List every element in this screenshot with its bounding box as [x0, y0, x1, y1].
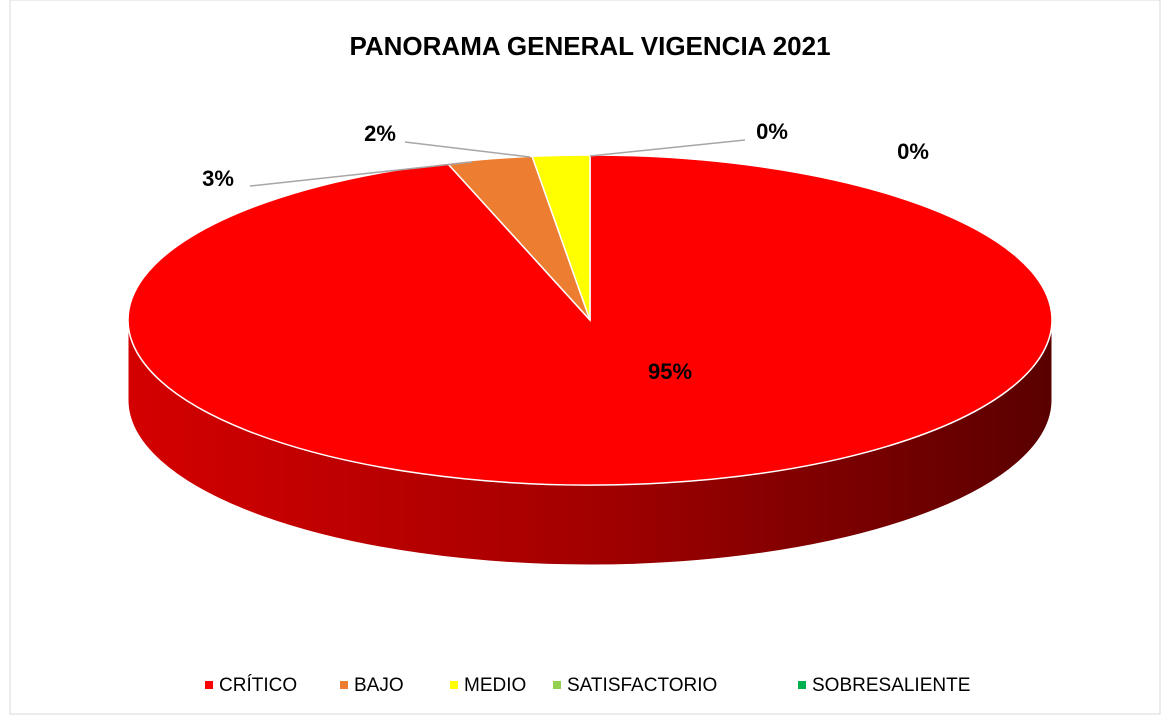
- leader-line: [404, 141, 531, 158]
- legend-label: MEDIO: [464, 675, 526, 696]
- legend-label: SOBRESALIENTE: [812, 675, 970, 696]
- chart-title: PANORAMA GENERAL VIGENCIA 2021: [349, 31, 830, 61]
- legend-label: CRÍTICO: [219, 675, 297, 696]
- legend-swatch: [798, 681, 806, 689]
- legend-swatch: [340, 681, 348, 689]
- data-label: 3%: [202, 166, 234, 191]
- data-label: 0%: [756, 119, 788, 144]
- leader-line: [249, 161, 473, 187]
- legend-swatch: [450, 681, 458, 689]
- legend-swatch: [553, 681, 561, 689]
- legend-label: SATISFACTORIO: [567, 675, 717, 696]
- slice: [531, 154, 591, 321]
- legend-label: BAJO: [354, 675, 404, 696]
- data-label: 95%: [648, 359, 692, 384]
- data-label: 0%: [897, 139, 929, 164]
- data-label: 2%: [364, 121, 396, 146]
- leader-line: [589, 139, 746, 157]
- legend-swatch: [205, 681, 213, 689]
